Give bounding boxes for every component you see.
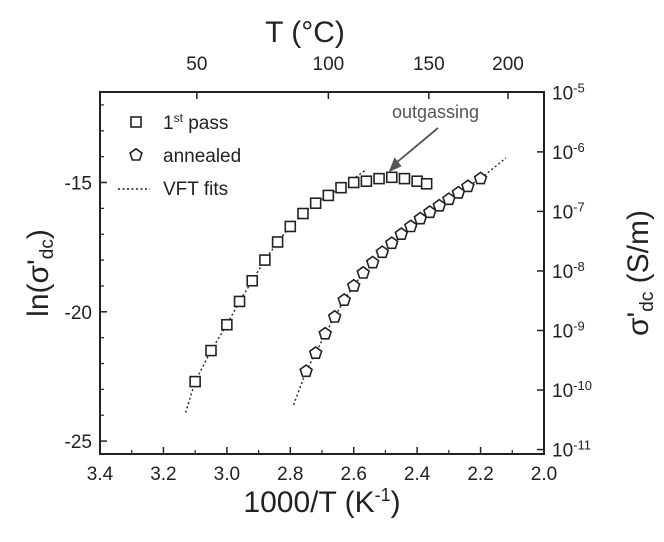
y-tick-label: -25	[65, 432, 92, 453]
point-square	[322, 189, 335, 202]
point-pentagon	[299, 364, 313, 378]
point-pentagon	[356, 265, 371, 279]
point-square	[233, 295, 246, 308]
point-pentagon	[365, 255, 380, 269]
point-square	[411, 175, 423, 188]
point-pentagon	[384, 236, 399, 250]
point-square	[259, 254, 271, 266]
point-square	[205, 344, 217, 357]
right-tick-label: 10-9	[552, 318, 585, 342]
top-tick-label: 50	[186, 54, 207, 75]
point-square	[221, 318, 233, 331]
point-square	[420, 177, 433, 190]
point-pentagon	[461, 179, 475, 193]
legend-label: 1st pass	[163, 111, 228, 134]
point-square	[385, 171, 398, 184]
top-tick-label: 100	[313, 54, 345, 75]
right-tick-label: 10-6	[552, 140, 585, 164]
point-square	[373, 172, 385, 185]
x-tick-label: 2.2	[467, 464, 493, 485]
axis-labels-layer: 1000/T (K-1) T (°C) ln(σ'dc) σ'dc (S/m)	[22, 16, 658, 519]
point-square	[309, 197, 322, 209]
right-tick-label: 10-10	[552, 378, 592, 402]
x-tick-label: 3.0	[214, 464, 240, 485]
y-axis-title: ln(σ'dc)	[22, 229, 58, 317]
top-tick-label: 150	[413, 54, 445, 75]
x-tick-label: 2.8	[277, 464, 303, 485]
legend: 1st pass annealed VFT fits	[118, 111, 241, 200]
point-square	[130, 116, 142, 128]
x-top-axis-title: T (°C)	[265, 16, 345, 49]
point-pentagon	[346, 278, 361, 292]
right-tick-label: 10-8	[552, 259, 585, 283]
point-square	[335, 181, 347, 194]
y-tick-label: -20	[65, 303, 92, 324]
vft-fit-line	[184, 169, 367, 413]
point-square	[360, 175, 373, 188]
point-square	[347, 176, 360, 189]
annotation-arrow-head	[388, 157, 402, 173]
legend-label: VFT fits	[163, 179, 228, 200]
x-tick-label: 2.4	[404, 464, 431, 485]
annotation: outgassing	[388, 102, 479, 173]
point-pentagon	[327, 309, 342, 323]
point-square	[297, 207, 309, 220]
x-tick-label: 2.6	[341, 464, 367, 485]
point-pentagon	[473, 171, 488, 185]
right-tick-label: 10-11	[552, 437, 591, 461]
x-axis-title: 1000/T (K-1)	[243, 485, 400, 519]
annotation-arrow-line	[394, 127, 439, 165]
point-square	[284, 220, 297, 233]
point-square	[271, 236, 284, 248]
x-tick-label: 3.2	[150, 464, 176, 485]
right-tick-label: 10-5	[552, 80, 585, 104]
x-tick-label: 3.4	[87, 464, 114, 485]
top-tick-label: 200	[492, 54, 524, 75]
point-pentagon	[129, 147, 143, 161]
point-pentagon	[403, 219, 418, 233]
point-square	[398, 172, 411, 185]
point-pentagon	[308, 346, 323, 360]
right-tick-label: 10-7	[552, 199, 585, 223]
axes-layer: 3.4 3.2 3.0 2.8 2.6 2.4 2.2 2.0 -15 -20 -25 50 100 15…	[65, 54, 592, 485]
markers-layer	[189, 171, 488, 388]
y-right-axis-title: σ'dc (S/m)	[622, 210, 658, 336]
point-square	[246, 274, 259, 287]
point-pentagon	[394, 227, 409, 240]
y-tick-label: -15	[65, 174, 92, 195]
annotation-label: outgassing	[392, 102, 479, 122]
x-tick-label: 2.0	[531, 464, 557, 485]
point-square	[189, 375, 201, 388]
point-pentagon	[318, 326, 333, 340]
point-pentagon	[337, 293, 352, 307]
legend-label: annealed	[163, 146, 241, 167]
point-pentagon	[375, 245, 390, 259]
